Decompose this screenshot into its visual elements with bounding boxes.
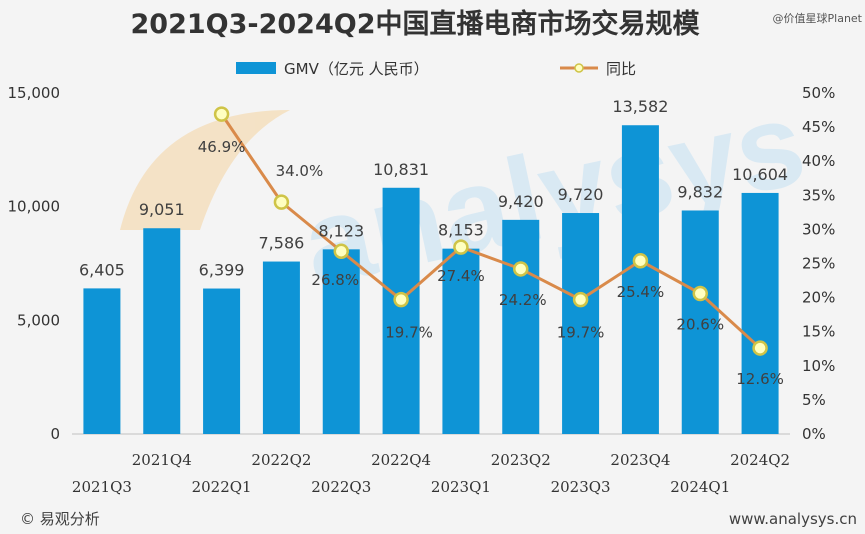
yoy-point [213, 106, 230, 122]
bar [442, 248, 480, 434]
line-series [213, 106, 768, 356]
right-axis-tick-label: 35% [802, 186, 835, 204]
bar-value-label: 10,831 [373, 160, 429, 179]
right-axis-tick-label: 45% [802, 118, 835, 136]
x-axis-category-label: 2021Q4 [132, 451, 192, 469]
x-axis-category-label: 2023Q3 [551, 478, 611, 496]
bar-value-label: 8,123 [318, 221, 364, 240]
bar [322, 249, 360, 434]
bar-value-label: 6,405 [79, 260, 125, 279]
yoy-point [692, 285, 708, 302]
right-axis-tick-label: 5% [802, 391, 826, 409]
left-axis-tick-label: 10,000 [8, 198, 61, 216]
bar [143, 228, 181, 434]
bar-value-label: 7,586 [259, 234, 305, 253]
x-axis-category-label: 2022Q3 [311, 478, 371, 496]
legend-bar-label: GMV（亿元 人民币） [284, 60, 429, 78]
bar-series [83, 125, 779, 434]
legend-line-marker [574, 63, 584, 73]
bar-value-label: 10,604 [732, 165, 788, 184]
bar [681, 210, 719, 434]
yoy-point [572, 291, 589, 308]
bar [262, 261, 300, 434]
yoy-point [752, 340, 768, 356]
x-axis-category-label: 2021Q3 [72, 478, 132, 496]
yoy-point [632, 253, 649, 269]
footer-website: www.analysys.cn [729, 510, 857, 528]
chart-legend: GMV（亿元 人民币） 同比 [236, 60, 636, 78]
yoy-value-label: 12.6% [736, 370, 784, 388]
yoy-value-label: 46.9% [198, 138, 246, 156]
bar-value-label: 8,153 [438, 221, 484, 240]
right-axis-tick-label: 20% [802, 289, 835, 307]
x-axis-category-label: 2024Q1 [670, 478, 730, 496]
x-axis-category-label: 2023Q1 [431, 478, 491, 496]
x-axis-category-label: 2022Q1 [192, 478, 252, 496]
yoy-line [220, 113, 762, 350]
bar-value-label: 9,051 [139, 200, 185, 219]
chart-title: 2021Q3-2024Q2中国直播电商市场交易规模 [131, 8, 700, 40]
x-axis-category-label: 2023Q2 [491, 451, 551, 469]
x-axis-category-label: 2022Q2 [251, 451, 311, 469]
right-axis-tick-label: 10% [802, 357, 835, 375]
bar-value-label: 6,399 [199, 261, 245, 280]
left-axis-tick-label: 5,000 [17, 311, 60, 329]
yoy-value-label: 19.7% [557, 324, 605, 342]
data-labels: 6,405 9,051 6,399 7,586 8,123 10,831 8,153 9,42… [79, 97, 788, 388]
bar [83, 288, 121, 434]
right-axis-tick-label: 50% [802, 84, 835, 102]
yoy-value-label: 26.8% [311, 271, 359, 289]
x-axis-category-label: 2022Q4 [371, 451, 431, 469]
bar-value-label: 9,832 [677, 182, 723, 201]
bar [621, 125, 659, 434]
yoy-point [513, 261, 529, 277]
right-axis-tick-label: 25% [802, 255, 835, 273]
bar [741, 192, 779, 434]
bar-value-label: 9,420 [498, 192, 544, 211]
yoy-point [453, 239, 469, 255]
watermark-text: @价值星球Planet [773, 11, 863, 25]
x-axis-category-label: 2023Q4 [610, 451, 670, 469]
right-axis-tick-label: 15% [802, 323, 835, 341]
yoy-value-label: 27.4% [437, 267, 485, 285]
yoy-point [273, 194, 290, 210]
yoy-value-label: 19.7% [385, 324, 433, 342]
bar [203, 288, 241, 434]
bar [502, 219, 540, 434]
chart-axes: 0 5,000 10,000 15,000 0% 5% 10% 15% 20% 25% 30% 35%… [8, 84, 836, 496]
legend-bar-swatch [236, 62, 276, 74]
yoy-point [333, 243, 349, 259]
bar-value-label: 9,720 [558, 185, 604, 204]
footer-source: © 易观分析 [20, 510, 100, 528]
yoy-value-label: 25.4% [617, 283, 665, 301]
right-axis-tick-label: 30% [802, 220, 835, 238]
bar [562, 213, 600, 434]
left-axis-tick-label: 15,000 [8, 84, 61, 102]
right-axis-tick-label: 40% [802, 152, 835, 170]
bar [382, 187, 420, 434]
legend-line-label: 同比 [606, 60, 636, 78]
right-axis-tick-label: 0% [802, 425, 826, 443]
yoy-value-label: 24.2% [499, 291, 547, 309]
yoy-value-label: 34.0% [276, 162, 324, 180]
left-axis-tick-label: 0 [50, 425, 60, 443]
x-axis-category-label: 2024Q2 [730, 451, 790, 469]
bar-value-label: 13,582 [612, 97, 668, 116]
yoy-value-label: 20.6% [676, 316, 724, 334]
yoy-point [393, 291, 409, 308]
